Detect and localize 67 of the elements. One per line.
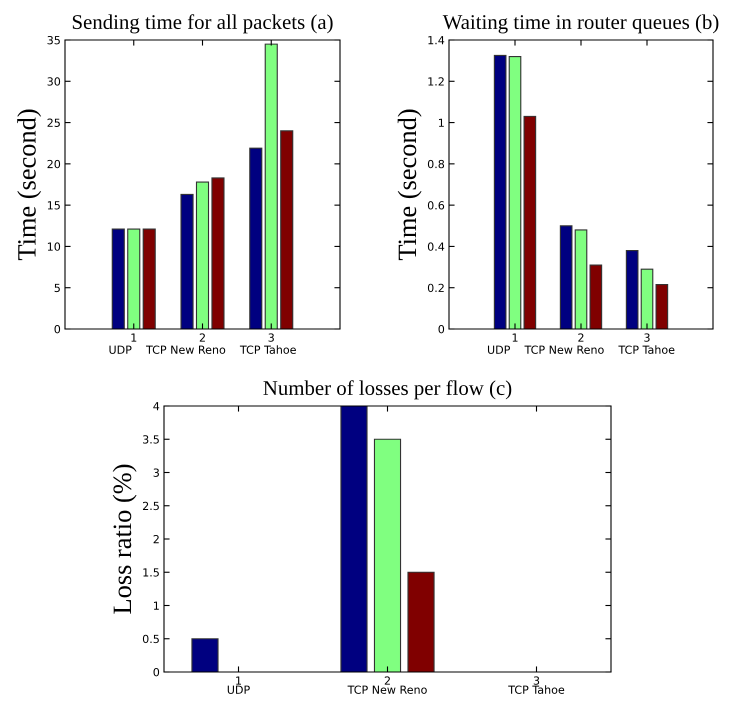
- bar: [280, 130, 294, 329]
- y-tick-label: 3: [154, 468, 159, 477]
- y-tick-label: 3.5: [143, 435, 159, 444]
- x-tick-label: 1: [236, 676, 242, 685]
- bar: [112, 228, 125, 329]
- x-tick-label: 2: [384, 676, 390, 685]
- bar: [211, 177, 225, 329]
- bar: [142, 228, 156, 329]
- y-tick-label: 35: [48, 36, 60, 44]
- text: TCP Tahoe: [508, 685, 564, 694]
- y-tick-label: 25: [48, 118, 60, 127]
- bar: [560, 225, 572, 329]
- bar: [180, 194, 194, 329]
- y-tick-label: 1: [438, 118, 444, 127]
- y-tick-label: 0.5: [142, 634, 159, 644]
- y-tick-label: 30: [48, 77, 60, 86]
- y-tick-label: 15: [48, 201, 60, 210]
- y-tick-label: 0.2: [428, 284, 444, 292]
- bar: [249, 148, 262, 329]
- bar: [494, 54, 506, 329]
- x-tick-label: 3: [268, 333, 274, 342]
- text: TCP New Reno: [348, 685, 427, 694]
- bar: [640, 268, 654, 329]
- bar: [191, 638, 219, 672]
- y-tick-label: 0: [54, 324, 60, 334]
- x-tick-label: 1: [131, 334, 136, 342]
- y-axis-title: Time (second): [398, 110, 422, 260]
- y-tick-label: 2.5: [142, 502, 159, 510]
- bar: [626, 250, 638, 329]
- chart-title: Number of losses per flow (c): [263, 380, 512, 400]
- bar: [196, 181, 210, 329]
- y-tick-label: 0.6: [428, 201, 444, 210]
- bar: [524, 116, 536, 329]
- bar: [264, 44, 278, 329]
- x-axis-title: UDP TCP New Reno TCP Tahoe: [488, 345, 674, 354]
- y-tick-label: 4: [153, 402, 160, 410]
- y-tick-label: 1.4: [428, 36, 444, 44]
- y-tick-label: 0: [438, 324, 444, 334]
- bar: [574, 229, 588, 329]
- y-tick-label: 2: [154, 534, 159, 544]
- y-tick-label: 1.2: [428, 77, 444, 86]
- bar: [407, 572, 435, 672]
- x-tick-label: 3: [534, 676, 540, 685]
- y-tick-label: 10: [48, 242, 60, 251]
- y-tick-label: 0.4: [428, 242, 444, 251]
- y-axis-title: Loss ratio (%): [112, 464, 137, 614]
- y-tick-label: 0: [153, 668, 160, 676]
- x-tick-label: 2: [578, 333, 584, 342]
- bar: [340, 406, 368, 672]
- x-tick-label: 1: [512, 334, 518, 342]
- y-tick-label: 20: [48, 160, 60, 168]
- x-axis-title: UDP TCP New Reno TCP Tahoe: [109, 345, 296, 354]
- text: UDP: [228, 686, 250, 694]
- x-tick-label: 2: [200, 333, 205, 342]
- x-tick-label: 3: [644, 333, 650, 342]
- bar: [127, 228, 140, 329]
- bar: [656, 284, 668, 329]
- bar: [374, 438, 402, 672]
- y-tick-label: 1: [154, 602, 159, 610]
- y-tick-label: 0.8: [428, 160, 444, 168]
- chart-title: Waiting time in router queues (b): [442, 14, 718, 34]
- bar: [590, 264, 602, 329]
- chart-title: Sending time for all packets (a): [72, 14, 333, 34]
- bar: [508, 56, 522, 329]
- y-tick-label: 5: [54, 284, 60, 292]
- y-axis-title: Time (second): [17, 110, 42, 260]
- y-tick-label: 1.5: [143, 568, 159, 577]
